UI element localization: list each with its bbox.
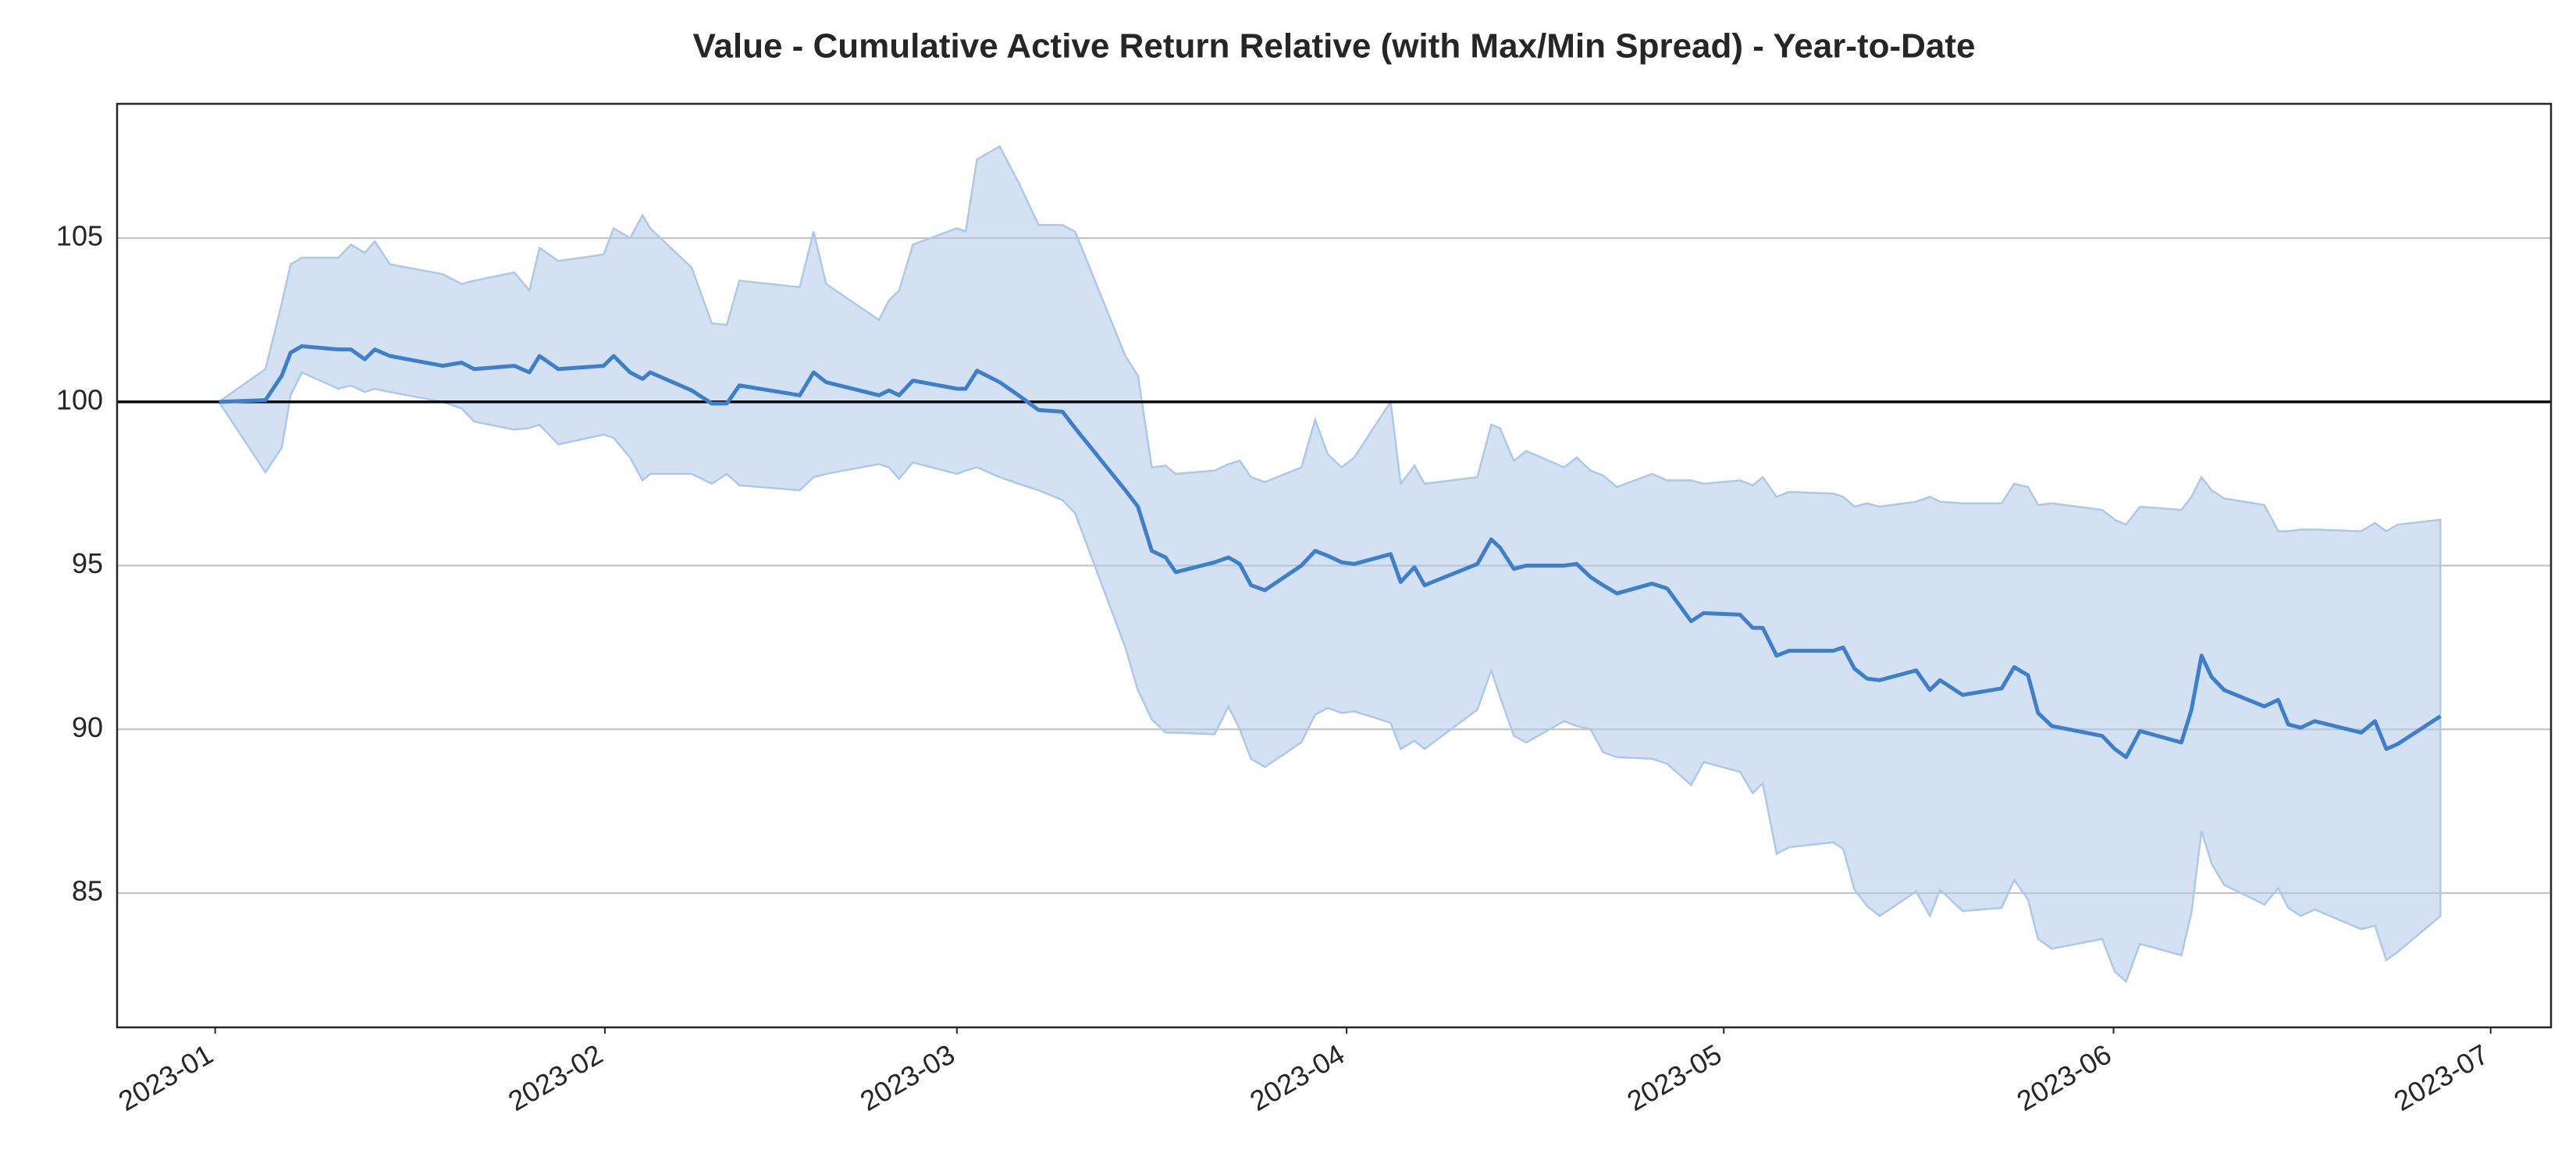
chart-title: Value - Cumulative Active Return Relativ… (692, 27, 1975, 66)
plot-frame (116, 102, 2553, 1029)
y-tick-label: 85 (72, 875, 103, 907)
y-tick-label: 95 (72, 547, 103, 579)
x-tick-label: 2023-01 (113, 1038, 219, 1117)
x-tick-label: 2023-02 (503, 1038, 608, 1117)
series-line (219, 343, 2442, 760)
x-tick-label: 2023-07 (2389, 1038, 2494, 1117)
x-tick-label: 2023-04 (1244, 1038, 1350, 1117)
x-tick-label: 2023-06 (2012, 1038, 2117, 1117)
y-tick-label: 105 (56, 220, 103, 252)
x-tick-label: 2023-05 (1621, 1038, 1727, 1117)
x-tick-label: 2023-03 (855, 1038, 960, 1117)
spread-band (217, 144, 2442, 984)
y-tick-label: 90 (72, 711, 103, 743)
y-tick-label: 100 (56, 383, 103, 415)
